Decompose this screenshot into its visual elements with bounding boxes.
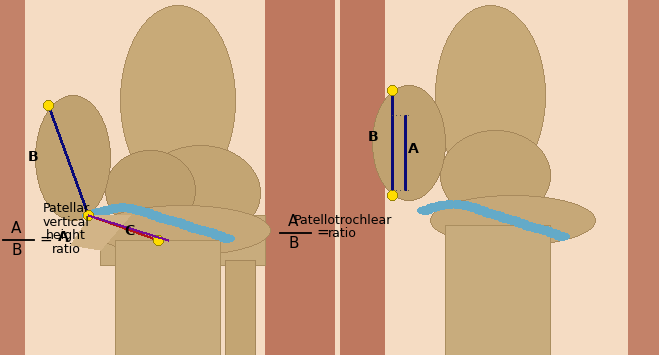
- Text: B: B: [11, 243, 22, 258]
- Text: =: =: [40, 232, 52, 247]
- Text: ratio: ratio: [328, 228, 357, 240]
- Text: ratio: ratio: [51, 243, 80, 256]
- Text: Patellar: Patellar: [42, 202, 90, 215]
- Text: Patellotrochlear: Patellotrochlear: [293, 214, 392, 227]
- Text: A: A: [11, 222, 22, 236]
- Text: height: height: [46, 229, 86, 242]
- Text: vertical: vertical: [42, 216, 90, 229]
- Text: =: =: [316, 225, 329, 240]
- Text: A: A: [288, 214, 299, 229]
- Text: B: B: [288, 236, 299, 251]
